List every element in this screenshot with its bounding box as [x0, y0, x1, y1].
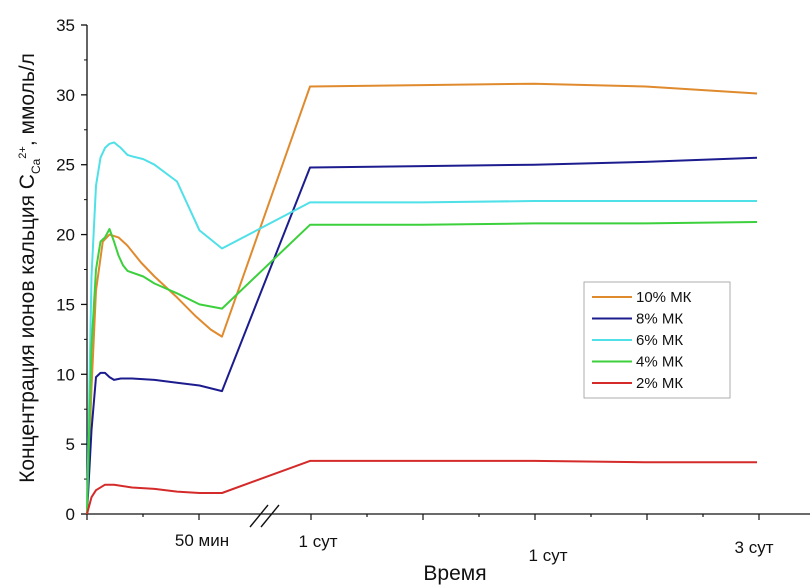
legend-label: 4% МК: [636, 354, 683, 371]
legend-label: 8% МК: [636, 311, 683, 328]
legend: 10% МК 8% МК 6% МК 4% МК 2% МК: [583, 281, 731, 399]
series-layer: [86, 82, 758, 515]
series-line: [86, 156, 758, 515]
x-tick-label: 1 сут: [529, 546, 568, 565]
y-tick-label: 5: [66, 435, 75, 454]
y-tick-label: 15: [56, 295, 75, 314]
y-axis-title-subscript: Ca: [29, 158, 43, 174]
axis-break-mark: [260, 504, 280, 528]
y-tick-label: 35: [56, 16, 75, 35]
y-axis-title-main: Концентрация ионов кальция C: [16, 174, 39, 483]
legend-label: 10% МК: [636, 289, 692, 306]
y-tick-label: 20: [56, 226, 75, 245]
x-tick-label: 1 сут: [299, 532, 338, 551]
y-tick-label: 30: [56, 86, 75, 105]
y-tick-label: 0: [66, 505, 75, 524]
y-tick-label: 10: [56, 365, 75, 384]
y-axis-title-superscript: 2+: [17, 146, 29, 159]
y-axis-title: Концентрация ионов кальция CCa2+, ммоль/…: [16, 53, 43, 483]
legend-label: 2% МК: [636, 375, 683, 392]
axis-break-mark: [249, 504, 269, 528]
labels-layer: Время Концентрация ионов кальция CCa2+, …: [16, 53, 487, 585]
legend-label: 6% МК: [636, 332, 683, 349]
x-tick-label: 3 сут: [735, 538, 774, 557]
series-line: [86, 459, 757, 515]
x-axis-title: Время: [423, 562, 486, 585]
series-line: [86, 141, 757, 515]
y-axis-title-unit: , ммоль/л: [16, 53, 39, 146]
x-tick-label: 50 мин: [175, 531, 229, 550]
series-line: [86, 221, 758, 515]
y-tick-label: 25: [56, 156, 75, 175]
axes-layer: 0 5 10 15 20 25 30 35 50 мин 1 сут 1 сут 3 сут: [56, 16, 810, 565]
series-line: [86, 82, 758, 515]
